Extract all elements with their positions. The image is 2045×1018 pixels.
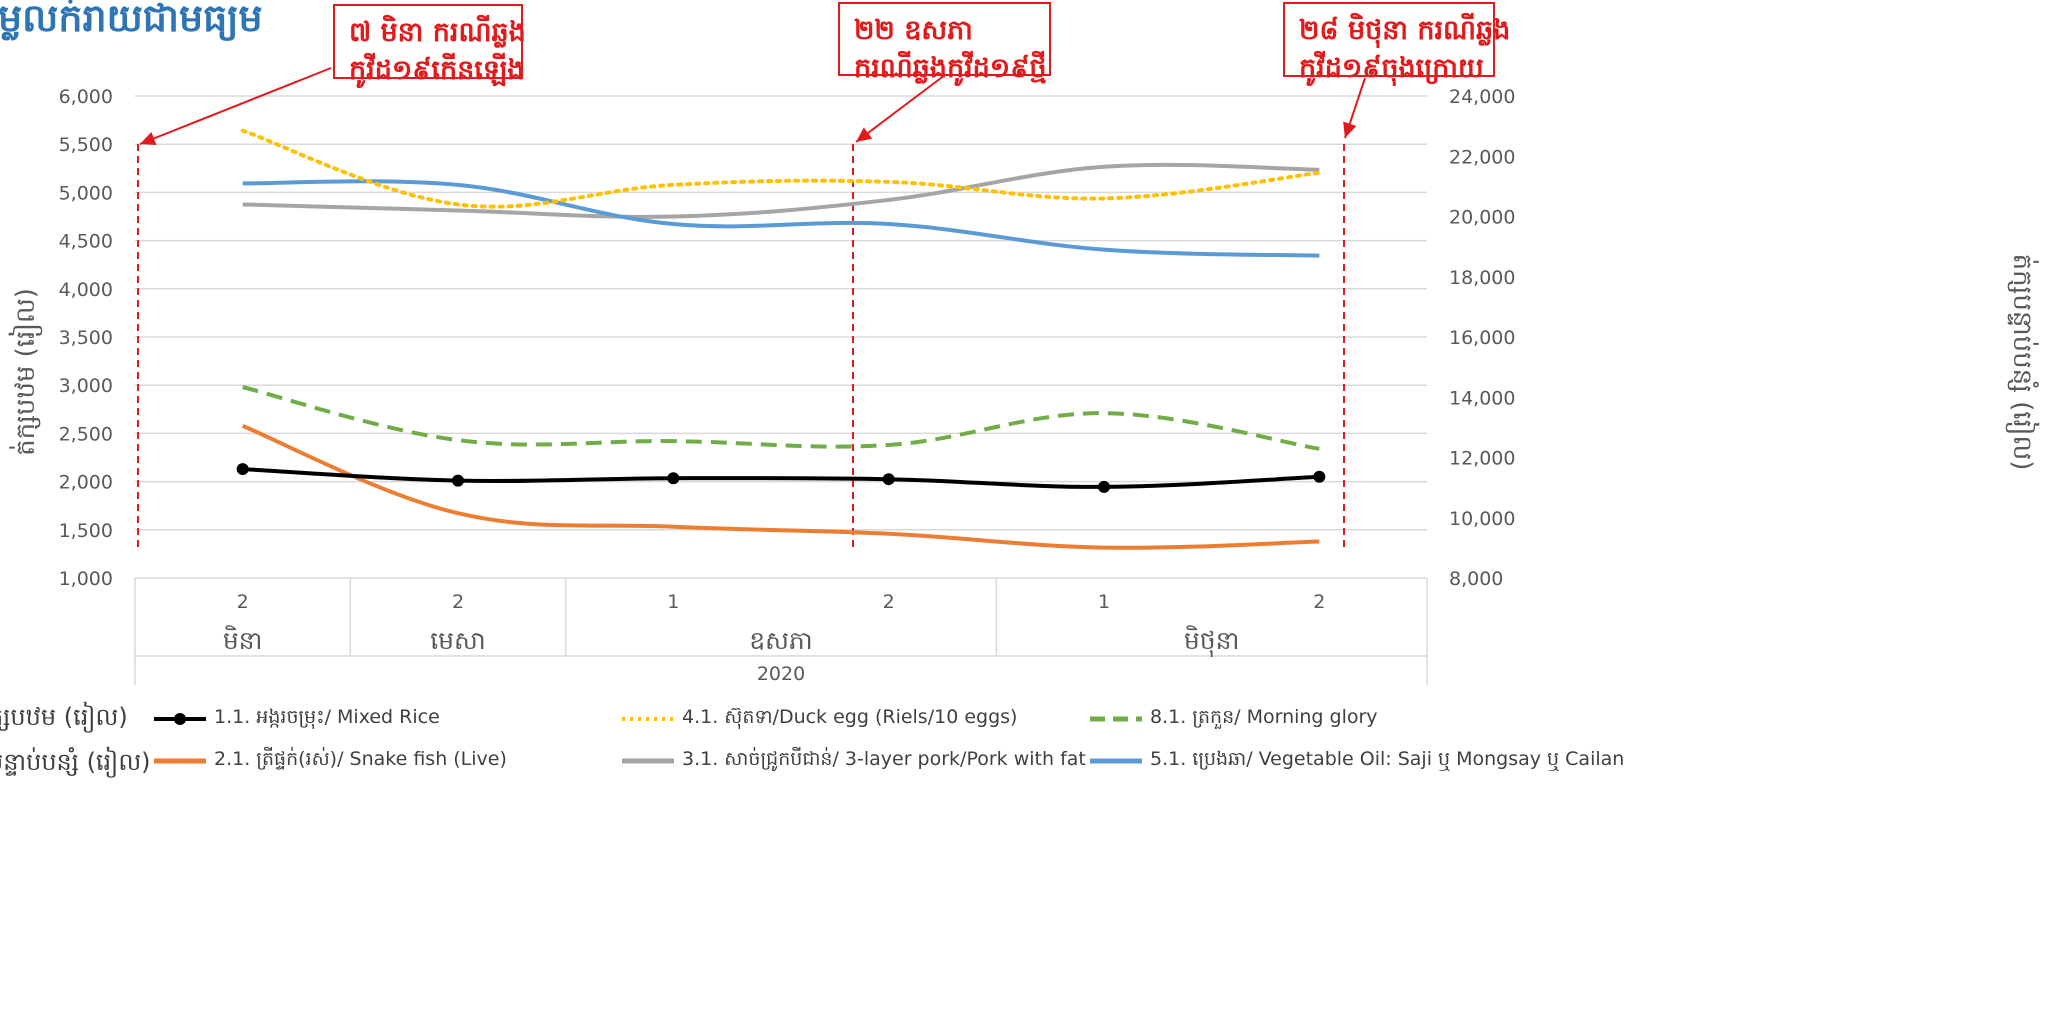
y-left-tick-label: 5,000 [59,182,113,204]
y-left-tick-label: 4,000 [59,279,113,301]
annotation-june-line1: ២៨ មិថុនា ករណីឆ្លង [1299,15,1511,46]
legend-item-duck-egg: 4.1. ស៊ុតទា/Duck egg (Riels/10 eggs) [620,703,1017,735]
annotation-june-line2: កូវីដ១៩ចុងក្រោយ [1299,53,1484,84]
legend-swatch-mixed-rice [154,713,206,725]
legend-axis-secondary-label: បន្ទាប់បន្សំ (រៀល) [0,747,151,776]
legend-item-pork: 3.1. សាច់ជ្រូកបីជាន់/ 3-layer pork/Pork … [620,745,1086,777]
legend-axis-primary-label: ក្សបឋម (រៀល) [0,702,128,731]
annotation-may-line1: ២២ ឧសភា [854,15,973,46]
x-month-label: ឧសភា [749,626,812,655]
annotation-box-may: ២២ ឧសភា ករណីឆ្លងកូវីដ១៩ថ្មី [838,2,1051,84]
y-left-tick-label: 4,500 [59,231,113,253]
y-left-tick-label: 2,500 [59,423,113,445]
legend-label-snake-fish: 2.1. ត្រីផ្ទក់(រស់)/ Snake fish (Live) [214,748,507,770]
y-right-tick-label: 16,000 [1449,327,1515,349]
annotation-arrowhead [1343,121,1357,138]
y-right-tick-label: 20,000 [1449,207,1515,229]
y-right-tick-label: 8,000 [1449,568,1503,590]
page-title: ម្លៃលក់រាយជាមធ្យម [0,0,263,40]
series-line-snake-fish [241,424,1320,550]
legend-axis-primary: ក្សបឋម (រៀល) [0,703,128,735]
data-point-mixed-rice [1313,470,1326,483]
annotation-arrow [855,74,946,143]
series-line-pork [242,162,1320,219]
y-left-tick-label: 3,500 [59,327,113,349]
y-left-tick-label: 3,000 [59,375,113,397]
y-left-tick-label: 1,000 [59,568,113,590]
legend-item-snake-fish: 2.1. ត្រីផ្ទក់(រស់)/ Snake fish (Live) [152,745,507,777]
y-right-tick-label: 22,000 [1449,146,1515,168]
legend-label-mixed-rice: 1.1. អង្ករចម្រុះ/ Mixed Rice [214,706,440,728]
legend-axis-secondary: បន្ទាប់បន្សំ (រៀល) [0,748,151,780]
y-left-tick-label: 5,500 [59,134,113,156]
y-right-tick-label: 18,000 [1449,267,1515,289]
x-month-label: មិនា [223,625,263,655]
legend-label-morning-glory: 8.1. ត្រកួន/ Morning glory [1150,706,1378,728]
y-left-tick-label: 6,000 [59,86,113,108]
annotation-arrowhead [856,127,873,142]
data-point-mixed-rice [882,473,895,486]
x-tick-label: 2 [237,591,249,613]
legend-label-duck-egg: 4.1. ស៊ុតទា/Duck egg (Riels/10 eggs) [682,706,1018,728]
y-right-tick-label: 14,000 [1449,387,1515,409]
x-tick-label: 1 [1098,591,1110,613]
x-tick-label: 2 [883,591,895,613]
y-right-tick-label: 12,000 [1449,448,1515,470]
annotation-box-june: ២៨ មិថុនា ករណីឆ្លង កូវីដ១៩ចុងក្រោយ [1283,2,1511,84]
line-chart: 1,000 1,500 2,000 2,500 3,000 3,500 4,000 4,500… [59,67,1515,685]
annotation-arrow [139,67,332,145]
legend-item-mixed-rice: 1.1. អង្ករចម្រុះ/ Mixed Rice [152,703,440,735]
y-right-tick-label: 24,000 [1449,86,1515,108]
data-point-mixed-rice [1098,480,1110,493]
x-year-label: 2020 [757,663,805,685]
y-left-tick-label: 2,000 [59,472,113,494]
y-left-tick-label: 1,500 [59,520,113,542]
x-month-label: មិថុនា [1184,625,1240,657]
x-month-label: មេសា [430,626,486,655]
series-line-duck-egg [240,128,1322,209]
data-point-mixed-rice [452,474,464,487]
annotation-may-line2: ករណីឆ្លងកូវីដ១៩ថ្មី [854,53,1047,84]
legend-label-veg-oil: 5.1. ប្រេងឆា/ Vegetable Oil: Saji ឬ Mong… [1150,748,1625,770]
x-tick-label: 2 [452,591,464,613]
data-point-mixed-rice [667,472,680,485]
annotation-march-line2: កូវីដ១៩កើនឡើង [349,55,525,86]
series-line-mixed-rice [242,467,1320,489]
legend-swatch-morning-glory [1090,716,1142,722]
y-right-tick-label: 10,000 [1449,508,1515,530]
series-line-morning-glory [242,385,1320,451]
x-tick-label: 2 [1313,591,1325,613]
legend-swatch-snake-fish [154,758,206,764]
x-tick-label: 1 [667,591,679,613]
legend-item-morning-glory: 8.1. ត្រកួន/ Morning glory [1088,703,1378,735]
legend-swatch-veg-oil [1090,758,1142,764]
legend-item-veg-oil: 5.1. ប្រេងឆា/ Vegetable Oil: Saji ឬ Mong… [1088,745,1624,777]
annotation-march-line1: ៧ មិនា ករណីឆ្លង [349,17,526,48]
legend-label-pork: 3.1. សាច់ជ្រូកបីជាន់/ 3-layer pork/Pork … [682,748,1086,770]
annotation-arrowhead [140,131,157,145]
legend-swatch-duck-egg [622,717,674,721]
annotation-box-march: ៧ មិនា ករណីឆ្លង កូវីដ១៩កើនឡើង [333,4,526,86]
series-line-veg-oil [242,179,1320,258]
data-point-mixed-rice [236,463,249,476]
legend-swatch-pork [622,758,674,764]
